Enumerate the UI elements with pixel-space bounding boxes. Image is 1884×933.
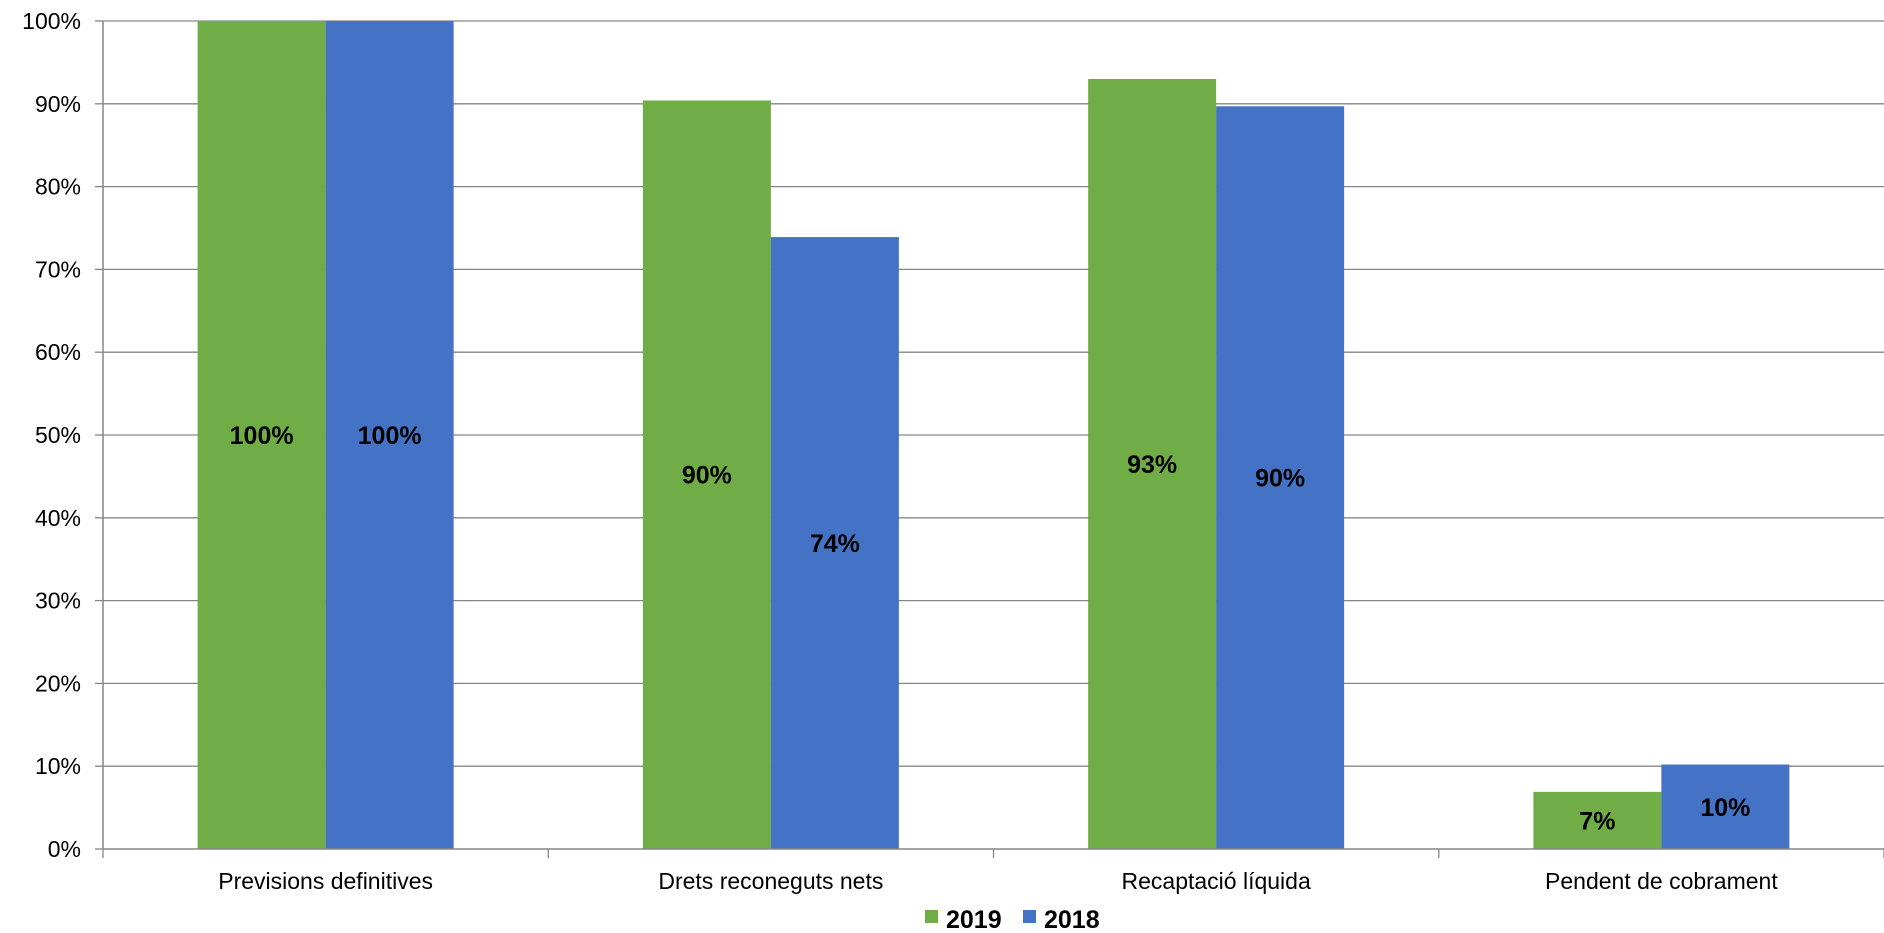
- bar-2018-1: [770, 237, 899, 849]
- bar-2018-3: [1661, 764, 1790, 849]
- legend-label: 2018: [1044, 906, 1100, 933]
- y-tick-label: 70%: [35, 256, 81, 282]
- data-label: 7%: [1579, 807, 1615, 835]
- legend-swatch-2019: [925, 910, 938, 923]
- category-label: Previsions definitives: [218, 868, 433, 894]
- data-label: 74%: [810, 530, 860, 558]
- y-tick-label: 60%: [35, 339, 81, 365]
- data-label: 90%: [682, 462, 732, 490]
- category-label: Recaptació líquida: [1122, 868, 1311, 894]
- bar-2019-0: [197, 21, 326, 849]
- y-tick-label: 100%: [22, 8, 81, 34]
- bar-2019-3: [1533, 791, 1662, 849]
- data-label: 10%: [1700, 794, 1750, 822]
- y-tick-label: 80%: [35, 174, 81, 200]
- legend: 2019 2018: [925, 906, 1100, 933]
- data-label: 100%: [230, 422, 294, 450]
- bar-2019-1: [642, 100, 771, 850]
- legend-swatch-2018: [1023, 910, 1036, 923]
- data-label: 100%: [358, 422, 422, 450]
- y-tick-label: 90%: [35, 91, 81, 117]
- category-label: Drets reconeguts nets: [658, 868, 883, 894]
- axes: [102, 21, 1884, 858]
- y-axis-tick-labels: 0% 10% 20% 30% 40% 50% 60% 70% 80% 90% 100%: [22, 8, 81, 862]
- y-tick-label: 0%: [48, 836, 81, 862]
- legend-label: 2019: [946, 906, 1002, 933]
- x-axis-category-labels: Previsions definitives Drets reconeguts n…: [218, 868, 1778, 894]
- data-label: 93%: [1127, 451, 1177, 479]
- y-tick-label: 30%: [35, 588, 81, 614]
- bar-2018-0: [325, 21, 454, 849]
- bar-2018-2: [1216, 106, 1345, 849]
- data-labels: 100% 100% 90% 74% 93% 90% 7% 10%: [230, 422, 1751, 835]
- bar-2019-2: [1088, 78, 1217, 849]
- data-label: 90%: [1255, 465, 1305, 493]
- y-tick-label: 50%: [35, 422, 81, 448]
- y-tick-label: 40%: [35, 505, 81, 531]
- bars: [197, 21, 1790, 850]
- category-label: Pendent de cobrament: [1545, 868, 1778, 894]
- y-tick-label: 20%: [35, 670, 81, 696]
- y-tick-label: 10%: [35, 753, 81, 779]
